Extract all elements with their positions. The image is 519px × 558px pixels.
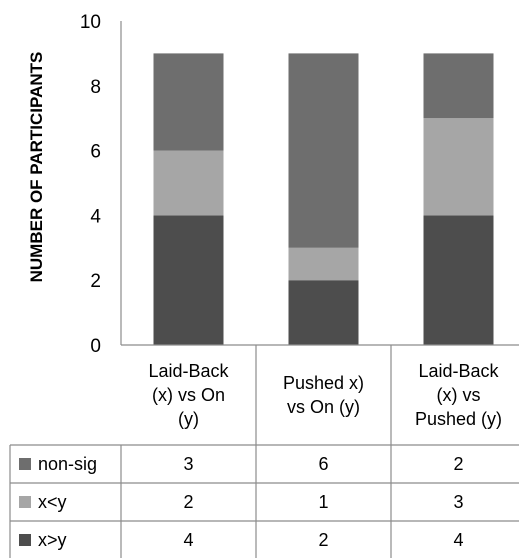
y-tick-label: 10: [80, 12, 101, 33]
y-tick-label: 2: [90, 271, 101, 292]
axes: [9, 21, 519, 558]
category-label: Laid-Back: [148, 361, 229, 381]
table-value: 3: [183, 454, 193, 474]
y-tick-label: 6: [90, 142, 101, 163]
legend-label: x>y: [38, 530, 67, 550]
category-label: Laid-Back: [418, 361, 499, 381]
category-label: (x) vs On: [152, 385, 225, 405]
y-tick-label: 4: [90, 206, 101, 227]
bar-segment-x>y: [423, 215, 494, 345]
table-value: 1: [318, 492, 328, 512]
category-label: Pushed x): [283, 373, 364, 393]
bar-segment-x>y: [288, 280, 359, 345]
y-axis-label: NUMBER OF PARTICIPANTS: [27, 52, 46, 283]
bar-segment-x>y: [153, 215, 224, 345]
category-label: vs On (y): [287, 397, 360, 417]
data-table: Laid-Back (x) vs On (y) Pushed x) vs On (y) L…: [19, 361, 502, 550]
category-label: (y): [178, 409, 199, 429]
table-value: 2: [318, 530, 328, 550]
bar-segment-x<y: [288, 247, 359, 281]
bar-segment-non-sig: [423, 53, 494, 119]
table-value: 4: [183, 530, 193, 550]
legend-swatch-x<y: [19, 496, 31, 508]
y-tick-label: 8: [90, 77, 101, 98]
bar-segment-non-sig: [288, 53, 359, 248]
legend-swatch-x>y: [19, 534, 31, 546]
y-tick-label: 0: [90, 336, 101, 357]
table-value: 2: [453, 454, 463, 474]
table-value: 3: [453, 492, 463, 512]
y-axis-ticks: 0 2 4 6 8 10: [80, 12, 102, 357]
category-label: (x) vs: [437, 385, 481, 405]
legend-swatch-non-sig: [19, 458, 31, 470]
bar-segment-x<y: [153, 150, 224, 216]
bar-segment-non-sig: [153, 53, 224, 151]
table-value: 6: [318, 454, 328, 474]
table-value: 4: [453, 530, 463, 550]
table-value: 2: [183, 492, 193, 512]
bars: [153, 53, 494, 345]
legend-label: non-sig: [38, 454, 97, 474]
bar-segment-x<y: [423, 118, 494, 216]
legend-label: x<y: [38, 492, 67, 512]
category-label: Pushed (y): [415, 409, 502, 429]
